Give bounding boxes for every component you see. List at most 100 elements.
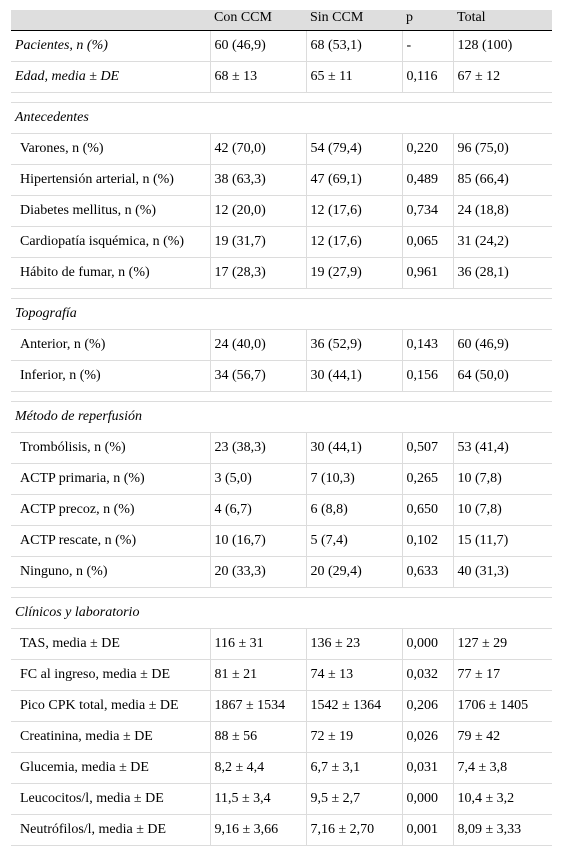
table-row: Anterior, n (%) 24 (40,0) 36 (52,9) 0,143 60… <box>11 329 552 361</box>
row-label: Leucocitos/l, media ± DE <box>11 783 210 815</box>
con-ccm-cell: 11,5 ± 3,4 <box>209 783 306 815</box>
p-cell: 0,026 <box>401 721 453 753</box>
total-cell: 36 (28,1) <box>452 257 552 289</box>
total-cell: 7,4 ± 3,8 <box>452 752 552 784</box>
p-cell: 0,065 <box>401 226 453 258</box>
sin-ccm-cell: 6 (8,8) <box>305 494 402 526</box>
con-ccm-cell: 24 (40,0) <box>209 329 306 361</box>
total-cell: 15 (11,7) <box>452 525 552 557</box>
row-label: Glucemia, media ± DE <box>11 752 210 784</box>
con-ccm-cell: 12 (20,0) <box>209 195 306 227</box>
con-ccm-cell: 4 (6,7) <box>209 494 306 526</box>
spacer-cell <box>11 288 552 299</box>
table-row: Creatinina, media ± DE 88 ± 56 72 ± 19 0,02… <box>11 721 552 753</box>
spacer-row <box>11 587 552 598</box>
p-cell: 0,734 <box>401 195 453 227</box>
p-cell: 0,507 <box>401 432 453 464</box>
sin-ccm-cell: 30 (44,1) <box>305 432 402 464</box>
con-ccm-cell: 38 (63,3) <box>209 164 306 196</box>
p-cell: - <box>401 30 453 62</box>
p-cell: 0,032 <box>401 659 453 691</box>
con-ccm-cell: 60 (46,9) <box>209 30 306 62</box>
sin-ccm-cell: 36 (52,9) <box>305 329 402 361</box>
total-cell: 60 (46,9) <box>452 329 552 361</box>
sin-ccm-cell: 19 (27,9) <box>305 257 402 289</box>
total-cell: 67 ± 12 <box>452 61 552 93</box>
total-cell: 10 (7,8) <box>452 463 552 495</box>
total-cell: 79 ± 42 <box>452 721 552 753</box>
table-row: FC al ingreso, media ± DE 81 ± 21 74 ± 13 0… <box>11 659 552 691</box>
spacer-cell <box>11 587 552 598</box>
row-label: Creatinina, media ± DE <box>11 721 210 753</box>
table-row: Leucocitos/l, media ± DE 11,5 ± 3,4 9,5 ± … <box>11 783 552 815</box>
spacer-row <box>11 391 552 402</box>
p-cell: 0,265 <box>401 463 453 495</box>
table-row: ACTP primaria, n (%) 3 (5,0) 7 (10,3) 0,265… <box>11 463 552 495</box>
row-label: TAS, media ± DE <box>11 628 210 660</box>
p-cell: 0,650 <box>401 494 453 526</box>
sin-ccm-cell: 72 ± 19 <box>305 721 402 753</box>
data-table: Con CCM Sin CCM p Total Pacientes, n (%)… <box>11 10 552 846</box>
con-ccm-cell: 1867 ± 1534 <box>209 690 306 722</box>
p-cell: 0,001 <box>401 814 453 846</box>
total-cell: 1706 ± 1405 <box>452 690 552 722</box>
row-label: Inferior, n (%) <box>11 360 210 392</box>
sin-ccm-cell: 20 (29,4) <box>305 556 402 588</box>
total-cell: 128 (100) <box>452 30 552 62</box>
row-label: Diabetes mellitus, n (%) <box>11 195 210 227</box>
table-row: Pacientes, n (%) 60 (46,9) 68 (53,1) -128 (… <box>11 30 552 62</box>
row-label: Varones, n (%) <box>11 133 210 165</box>
sin-ccm-cell: 12 (17,6) <box>305 195 402 227</box>
sin-ccm-cell: 74 ± 13 <box>305 659 402 691</box>
p-cell: 0,220 <box>401 133 453 165</box>
con-ccm-cell: 34 (56,7) <box>209 360 306 392</box>
row-label: Pacientes, n (%) <box>11 30 210 62</box>
spacer-cell <box>11 391 552 402</box>
sin-ccm-cell: 30 (44,1) <box>305 360 402 392</box>
sin-ccm-cell: 5 (7,4) <box>305 525 402 557</box>
sin-ccm-cell: 12 (17,6) <box>305 226 402 258</box>
spacer-row <box>11 92 552 103</box>
p-cell: 0,489 <box>401 164 453 196</box>
row-label: ACTP rescate, n (%) <box>11 525 210 557</box>
table-row: Hipertensión arterial, n (%) 38 (63,3) 47 … <box>11 164 552 196</box>
sin-ccm-cell: 7 (10,3) <box>305 463 402 495</box>
con-ccm-cell: 3 (5,0) <box>209 463 306 495</box>
spacer-cell <box>11 92 552 103</box>
total-cell: 64 (50,0) <box>452 360 552 392</box>
row-label: FC al ingreso, media ± DE <box>11 659 210 691</box>
total-cell: 85 (66,4) <box>452 164 552 196</box>
con-ccm-cell: 20 (33,3) <box>209 556 306 588</box>
sin-ccm-cell: 9,5 ± 2,7 <box>305 783 402 815</box>
sin-ccm-cell: 1542 ± 1364 <box>305 690 402 722</box>
header-p: p <box>402 10 453 31</box>
table-row: Trombólisis, n (%) 23 (38,3) 30 (44,1) 0,50… <box>11 432 552 464</box>
spacer-row <box>11 288 552 299</box>
table-body: Pacientes, n (%) 60 (46,9) 68 (53,1) -128 (… <box>11 30 552 846</box>
p-cell: 0,000 <box>401 628 453 660</box>
sin-ccm-cell: 7,16 ± 2,70 <box>305 814 402 846</box>
row-label: Neutrófilos/l, media ± DE <box>11 814 210 846</box>
row-label: Anterior, n (%) <box>11 329 210 361</box>
section-header-row: Antecedentes <box>11 102 552 134</box>
row-label: ACTP precoz, n (%) <box>11 494 210 526</box>
total-cell: 24 (18,8) <box>452 195 552 227</box>
section-header-row: Topografía <box>11 298 552 330</box>
header-sin-ccm: Sin CCM <box>306 10 402 31</box>
row-label: Hipertensión arterial, n (%) <box>11 164 210 196</box>
con-ccm-cell: 9,16 ± 3,66 <box>209 814 306 846</box>
header-label <box>11 10 210 31</box>
table-row: Pico CPK total, media ± DE 1867 ± 1534 154… <box>11 690 552 722</box>
section-header-row: Método de reperfusión <box>11 401 552 433</box>
row-label: Trombólisis, n (%) <box>11 432 210 464</box>
row-label: Ninguno, n (%) <box>11 556 210 588</box>
table-row: Ninguno, n (%) 20 (33,3) 20 (29,4) 0,633 40 … <box>11 556 552 588</box>
p-cell: 0,633 <box>401 556 453 588</box>
section-title: Clínicos y laboratorio <box>11 597 552 629</box>
p-cell: 0,961 <box>401 257 453 289</box>
total-cell: 10,4 ± 3,2 <box>452 783 552 815</box>
row-label: Hábito de fumar, n (%) <box>11 257 210 289</box>
total-cell: 40 (31,3) <box>452 556 552 588</box>
table-header: Con CCM Sin CCM p Total <box>11 10 552 31</box>
sin-ccm-cell: 6,7 ± 3,1 <box>305 752 402 784</box>
